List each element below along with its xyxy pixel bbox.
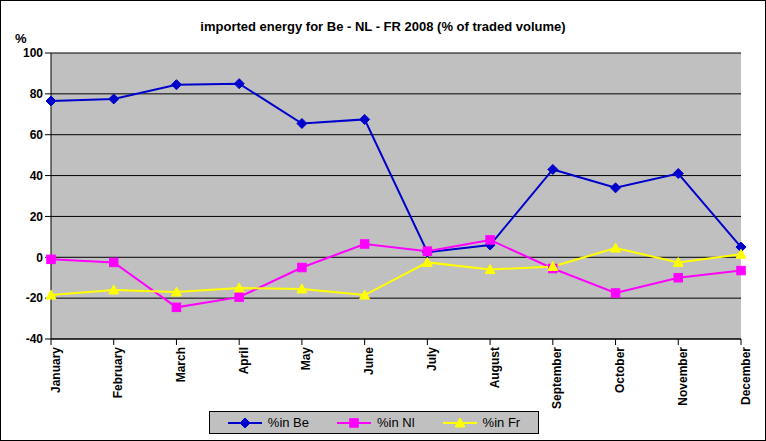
html-text:%in Nl: %in Nl [377,415,415,430]
html-text:%in Be: %in Be [267,415,309,430]
svg-text:March: March [174,347,188,382]
svg-text:October: October [613,347,627,393]
svg-text:60: 60 [30,128,44,142]
svg-text:40: 40 [30,169,44,183]
html-text:%in Fr: %in Fr [482,415,521,430]
svg-text:November: November [676,347,690,406]
svg-text:April: April [237,347,251,374]
svg-text:20: 20 [30,210,44,224]
svg-text:0: 0 [36,251,43,265]
svg-text:February: February [111,347,125,399]
svg-text:100: 100 [23,46,43,60]
svg-text:August: August [488,347,502,388]
svg-text:80: 80 [30,87,44,101]
svg-text:-20: -20 [26,291,44,305]
svg-text:January: January [49,347,63,393]
svg-text:May: May [299,347,313,371]
html-text:imported energy for Be - NL -: imported energy for Be - NL - FR 2008 (%… [200,19,566,34]
svg-text:September: September [550,347,564,409]
svg-text:-40: -40 [26,332,44,346]
svg-text:December: December [739,347,753,405]
svg-text:June: June [362,347,376,375]
svg-text:July: July [425,347,439,371]
